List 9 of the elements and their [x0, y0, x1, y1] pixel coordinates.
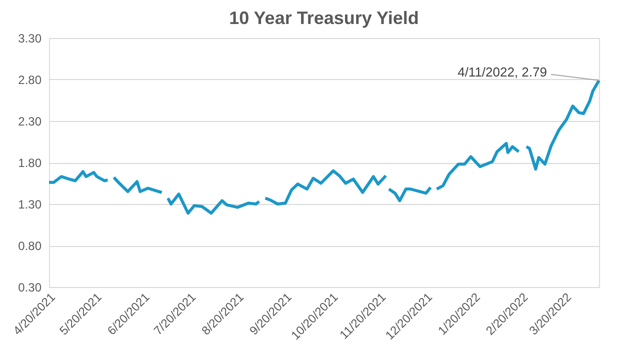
- y-tick-label: 0.80: [18, 239, 42, 253]
- chart-title: 10 Year Treasury Yield: [229, 8, 419, 28]
- annotation: 4/11/2022, 2.79: [458, 64, 547, 80]
- y-tick-label: 2.30: [18, 114, 42, 128]
- y-tick-label: 1.80: [18, 156, 42, 170]
- y-tick-label: 0.30: [18, 280, 42, 294]
- y-tick-label: 2.80: [18, 73, 42, 87]
- y-tick-label: 1.30: [18, 198, 42, 212]
- y-tick-label: 3.30: [18, 32, 42, 46]
